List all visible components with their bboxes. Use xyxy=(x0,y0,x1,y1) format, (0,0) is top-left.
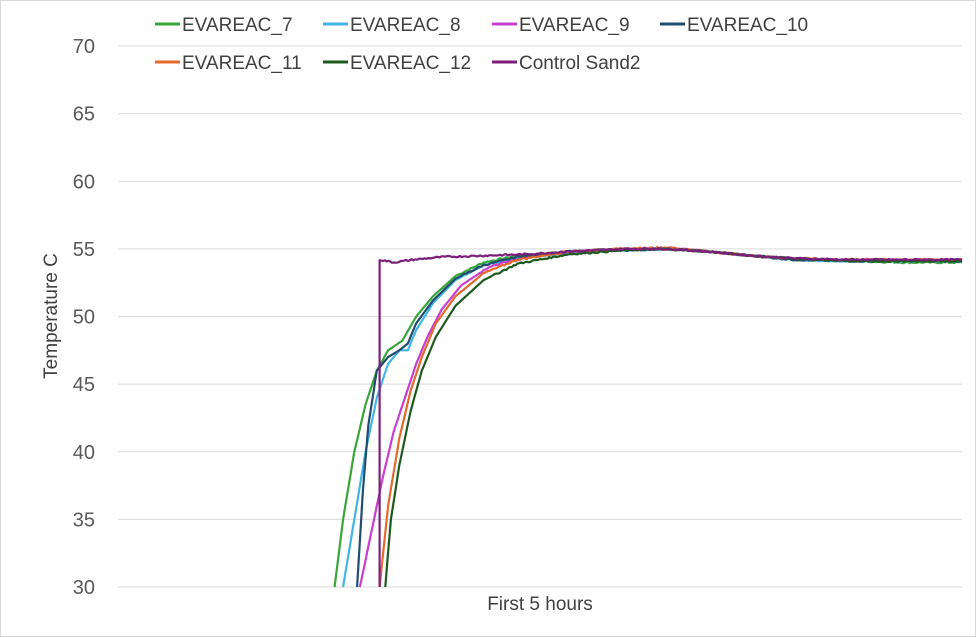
y-tick-labels: 30 35 40 45 50 55 60 65 70 xyxy=(73,36,95,599)
y-tick-60: 60 xyxy=(73,171,95,193)
series-line-3 xyxy=(358,245,963,588)
legend: EVAREAC_7 EVAREAC_8 EVAREAC_9 EVAREAC_10 EVA… xyxy=(155,15,808,74)
series-line-4 xyxy=(356,247,963,588)
y-axis-title: Temperature C xyxy=(41,253,62,379)
legend-label-2: EVAREAC_8 xyxy=(350,15,461,36)
legend-label-4: EVAREAC_10 xyxy=(687,15,808,36)
series-line-7 xyxy=(378,247,962,587)
series-line-5 xyxy=(378,246,963,588)
series-line-6 xyxy=(384,247,963,588)
legend-label-1: EVAREAC_7 xyxy=(182,15,293,36)
y-tick-50: 50 xyxy=(73,307,95,329)
y-tick-45: 45 xyxy=(73,374,95,396)
legend-label-6: EVAREAC_12 xyxy=(350,53,471,74)
legend-label-3: EVAREAC_9 xyxy=(519,15,630,36)
legend-label-5: EVAREAC_11 xyxy=(182,53,302,74)
y-tick-70: 70 xyxy=(73,36,95,58)
legend-label-7: Control Sand2 xyxy=(519,53,640,74)
series-line-1 xyxy=(333,247,963,588)
gridlines xyxy=(118,45,962,588)
series-line-2 xyxy=(342,247,963,588)
series-lines xyxy=(333,245,963,588)
y-tick-35: 35 xyxy=(73,509,95,531)
y-tick-40: 40 xyxy=(73,442,95,464)
y-tick-30: 30 xyxy=(73,577,95,599)
y-tick-55: 55 xyxy=(73,239,95,261)
x-axis-title: First 5 hours xyxy=(487,594,593,615)
y-tick-65: 65 xyxy=(73,104,95,126)
